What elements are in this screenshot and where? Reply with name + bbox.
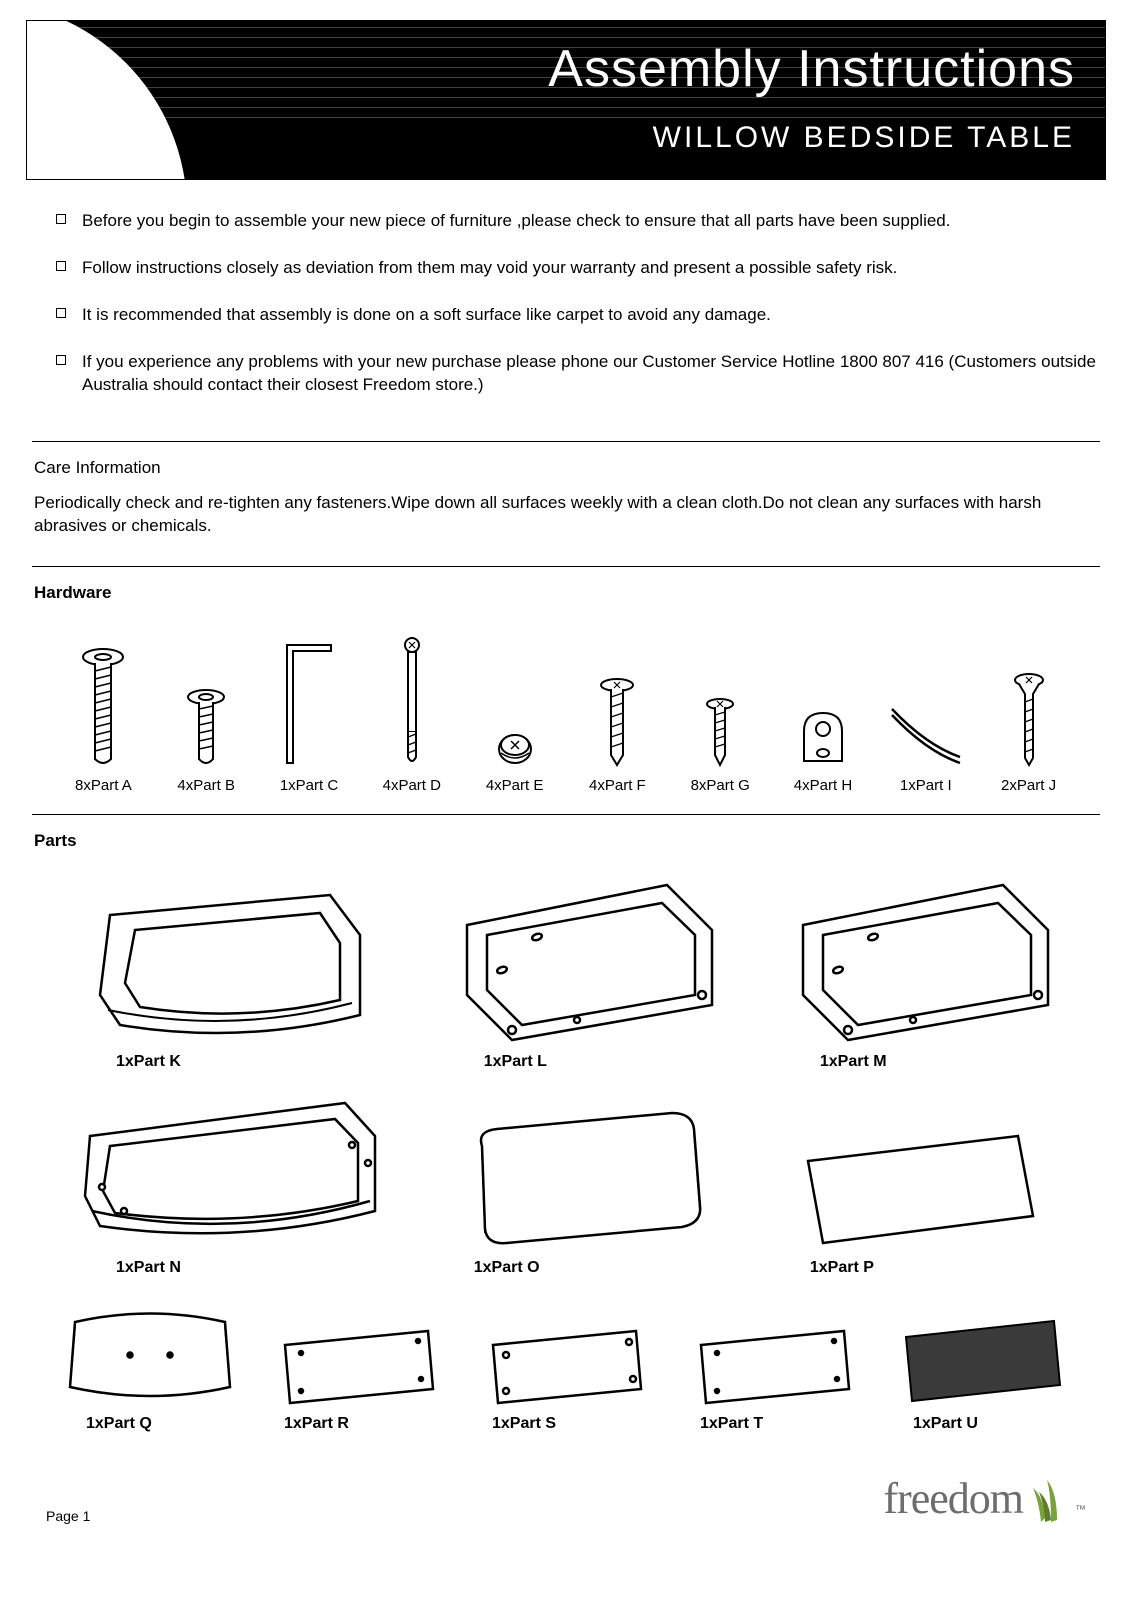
hardware-item: 8xPart G xyxy=(673,637,768,794)
part-label: 1xPart M xyxy=(760,1053,887,1071)
frame-rect-icon xyxy=(424,875,740,1045)
note-item: It is recommended that assembly is done … xyxy=(56,304,1096,327)
hardware-item: 4xPart H xyxy=(776,637,871,794)
part-label: 1xPart R xyxy=(264,1415,349,1433)
part-item: 1xPart L xyxy=(424,875,740,1071)
trademark: ™ xyxy=(1075,1504,1086,1516)
part-item: 1xPart N xyxy=(56,1081,404,1277)
hardware-heading: Hardware xyxy=(26,581,1106,617)
brand-logo: freedom ™ xyxy=(883,1473,1086,1524)
note-item: If you experience any problems with your… xyxy=(56,351,1096,397)
part-item: 1xPart P xyxy=(760,1081,1076,1277)
part-item: 1xPart U xyxy=(888,1287,1076,1433)
note-text: It is recommended that assembly is done … xyxy=(82,304,771,327)
hardware-item: 1xPart C xyxy=(262,637,357,794)
note-item: Before you begin to assemble your new pi… xyxy=(56,210,1096,233)
panel-slim-icon xyxy=(264,1287,452,1407)
drawer-front-icon xyxy=(56,1287,244,1407)
parts-row: 1xPart Q 1xPart R 1xPart S xyxy=(26,1277,1106,1433)
hardware-label: 4xPart B xyxy=(177,777,235,794)
divider xyxy=(32,814,1100,815)
panel-dark-icon xyxy=(888,1287,1076,1407)
doc-subtitle: WILLOW BEDSIDE TABLE xyxy=(653,121,1075,155)
hardware-item: 8xPart A xyxy=(56,637,151,794)
screw-small-icon xyxy=(705,637,735,767)
page-number: Page 1 xyxy=(46,1508,90,1524)
notes-list: Before you begin to assemble your new pi… xyxy=(26,180,1106,431)
part-item: 1xPart Q xyxy=(56,1287,244,1433)
part-item: 1xPart K xyxy=(56,875,404,1071)
divider xyxy=(32,441,1100,442)
part-label: 1xPart U xyxy=(888,1415,978,1433)
hardware-label: 1xPart C xyxy=(280,777,338,794)
part-item: 1xPart M xyxy=(760,875,1076,1071)
parts-row: 1xPart N 1xPart O 1xPart P xyxy=(26,1071,1106,1277)
screw-flat-icon xyxy=(1013,637,1045,767)
parts-heading: Parts xyxy=(26,829,1106,865)
part-item: 1xPart O xyxy=(424,1081,740,1277)
hardware-item: 4xPart B xyxy=(159,637,254,794)
bolt-short-icon xyxy=(186,637,226,767)
part-label: 1xPart P xyxy=(760,1259,874,1277)
hardware-item: 1xPart I xyxy=(878,637,973,794)
hardware-item: 4xPart D xyxy=(364,637,459,794)
bullet-icon xyxy=(56,355,66,365)
frame-curved-icon xyxy=(56,875,404,1045)
part-item: 1xPart S xyxy=(472,1287,660,1433)
frame-rect-icon xyxy=(760,875,1076,1045)
note-text: Before you begin to assemble your new pi… xyxy=(82,210,950,233)
bullet-icon xyxy=(56,308,66,318)
panel-slim-icon xyxy=(472,1287,660,1407)
hardware-item: 4xPart F xyxy=(570,637,665,794)
part-label: 1xPart K xyxy=(56,1053,181,1071)
doc-title: Assembly Instructions xyxy=(548,39,1075,99)
note-text: Follow instructions closely as deviation… xyxy=(82,257,897,280)
bracket-icon xyxy=(798,637,848,767)
panel-flat-icon xyxy=(760,1081,1076,1251)
brand-text: freedom xyxy=(883,1473,1023,1524)
bullet-icon xyxy=(56,214,66,224)
part-item: 1xPart R xyxy=(264,1287,452,1433)
allen-key-icon xyxy=(279,637,339,767)
hardware-label: 1xPart I xyxy=(900,777,952,794)
part-label: 1xPart S xyxy=(472,1415,556,1433)
part-item: 1xPart T xyxy=(680,1287,868,1433)
part-label: 1xPart Q xyxy=(56,1415,152,1433)
handle-icon xyxy=(886,637,966,767)
hardware-item: 2xPart J xyxy=(981,637,1076,794)
hardware-label: 4xPart H xyxy=(794,777,852,794)
note-text: If you experience any problems with your… xyxy=(82,351,1096,397)
part-label: 1xPart N xyxy=(56,1259,181,1277)
hardware-label: 8xPart A xyxy=(75,777,132,794)
hardware-label: 8xPart G xyxy=(691,777,750,794)
bullet-icon xyxy=(56,261,66,271)
screw-med-icon xyxy=(599,637,635,767)
footer: Page 1 freedom ™ xyxy=(26,1433,1106,1544)
frame-curved-icon xyxy=(56,1081,404,1251)
divider xyxy=(32,566,1100,567)
parts-row: 1xPart K 1xPart L xyxy=(26,865,1106,1071)
hardware-item: 4xPart E xyxy=(467,637,562,794)
hardware-label: 4xPart D xyxy=(383,777,441,794)
part-label: 1xPart T xyxy=(680,1415,763,1433)
hardware-row: 8xPart A 4xPart B 1xPart C xyxy=(26,617,1106,794)
brand-leaf-icon xyxy=(1029,1474,1069,1524)
hardware-label: 4xPart E xyxy=(486,777,544,794)
panel-rounded-icon xyxy=(424,1081,740,1251)
bolt-long-icon xyxy=(81,637,125,767)
part-label: 1xPart O xyxy=(424,1259,540,1277)
care-text: Periodically check and re-tighten any fa… xyxy=(26,492,1106,556)
hardware-label: 4xPart F xyxy=(589,777,646,794)
note-item: Follow instructions closely as deviation… xyxy=(56,257,1096,280)
dowel-screw-icon xyxy=(397,637,427,767)
part-label: 1xPart L xyxy=(424,1053,547,1071)
panel-slim-icon xyxy=(680,1287,868,1407)
header-banner: Assembly Instructions WILLOW BEDSIDE TAB… xyxy=(26,20,1106,180)
hardware-label: 2xPart J xyxy=(1001,777,1056,794)
care-heading: Care Information xyxy=(26,456,1106,492)
cam-lock-icon xyxy=(495,637,535,767)
